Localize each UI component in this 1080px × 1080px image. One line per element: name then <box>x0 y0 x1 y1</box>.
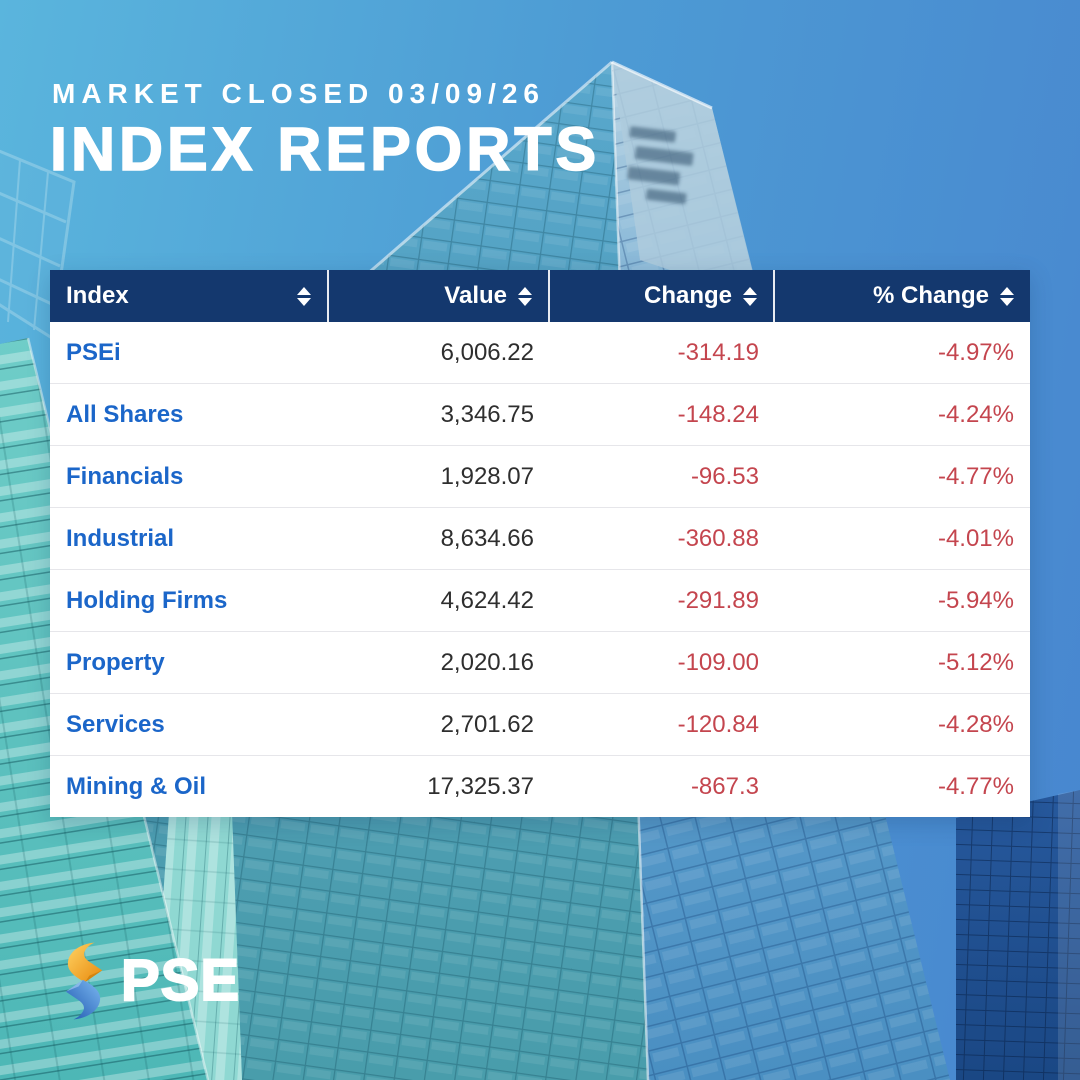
index-pct-change: -4.01% <box>937 524 1014 552</box>
index-name-link[interactable]: Services <box>66 710 165 738</box>
index-change: -291.89 <box>677 586 759 614</box>
index-pct-change: -4.77% <box>937 462 1014 490</box>
index-value: 3,346.75 <box>440 400 534 428</box>
sort-updown-icon <box>1000 286 1014 306</box>
column-header-index[interactable]: Index <box>50 270 329 322</box>
index-pct-change: -4.97% <box>937 338 1014 366</box>
index-pct-change: -4.28% <box>937 710 1014 738</box>
sort-updown-icon <box>743 286 757 306</box>
index-report-table: Index Value Change % Change PSEi 6,006.2… <box>50 270 1030 817</box>
index-name-link[interactable]: Financials <box>66 462 184 490</box>
index-change: -120.84 <box>677 710 759 738</box>
index-name-link[interactable]: Industrial <box>66 524 175 552</box>
index-value: 2,701.62 <box>440 710 534 738</box>
table-row: Holding Firms 4,624.42 -291.89 -5.94% <box>50 570 1030 632</box>
pse-ribbon-logo-icon <box>65 942 103 1020</box>
column-header-value[interactable]: Value <box>329 270 550 322</box>
index-change: -867.3 <box>690 772 759 800</box>
index-pct-change: -4.77% <box>937 772 1014 800</box>
index-change: -96.53 <box>690 462 759 490</box>
table-header-row: Index Value Change % Change <box>50 270 1030 322</box>
column-header-change[interactable]: Change <box>550 270 775 322</box>
index-name-link[interactable]: Property <box>66 648 165 676</box>
column-header-pct-change[interactable]: % Change <box>775 270 1030 322</box>
table-row: All Shares 3,346.75 -148.24 -4.24% <box>50 384 1030 446</box>
index-value: 6,006.22 <box>440 338 534 366</box>
column-label-index: Index <box>66 282 129 309</box>
index-change: -360.88 <box>677 524 759 552</box>
table-row: Industrial 8,634.66 -360.88 -4.01% <box>50 508 1030 570</box>
index-value: 1,928.07 <box>440 462 534 490</box>
index-name-link[interactable]: Mining & Oil <box>66 772 206 800</box>
sort-updown-icon <box>297 286 311 306</box>
index-change: -109.00 <box>677 648 759 676</box>
column-label-change: Change <box>643 282 732 309</box>
index-name-link[interactable]: Holding Firms <box>66 586 228 614</box>
sort-updown-icon <box>518 286 532 306</box>
index-value: 8,634.66 <box>440 524 534 552</box>
table-row: Mining & Oil 17,325.37 -867.3 -4.77% <box>50 756 1030 817</box>
pse-logo-text: PSE <box>120 948 241 1013</box>
market-status-subtitle: MARKET CLOSED 03/09/26 <box>52 78 545 109</box>
table-row: PSEi 6,006.22 -314.19 -4.97% <box>50 322 1030 384</box>
column-label-value: Value <box>444 282 507 309</box>
index-name-link[interactable]: PSEi <box>66 338 121 366</box>
table-body: PSEi 6,006.22 -314.19 -4.97% All Shares … <box>50 322 1030 817</box>
index-value: 2,020.16 <box>440 648 534 676</box>
index-name-link[interactable]: All Shares <box>66 400 184 428</box>
page-title: INDEX REPORTS <box>49 114 601 184</box>
table-row: Financials 1,928.07 -96.53 -4.77% <box>50 446 1030 508</box>
index-value: 17,325.37 <box>427 772 534 800</box>
column-label-pct-change: % Change <box>872 282 989 309</box>
table-row: Services 2,701.62 -120.84 -4.28% <box>50 694 1030 756</box>
index-pct-change: -4.24% <box>937 400 1014 428</box>
index-pct-change: -5.94% <box>937 586 1014 614</box>
index-change: -314.19 <box>677 338 759 366</box>
pse-logo: PSE <box>52 940 240 1022</box>
index-change: -148.24 <box>677 400 759 428</box>
index-value: 4,624.42 <box>440 586 534 614</box>
tower-signage <box>627 126 694 205</box>
right-dark-building <box>956 790 1080 1080</box>
table-row: Property 2,020.16 -109.00 -5.12% <box>50 632 1030 694</box>
index-pct-change: -5.12% <box>937 648 1014 676</box>
